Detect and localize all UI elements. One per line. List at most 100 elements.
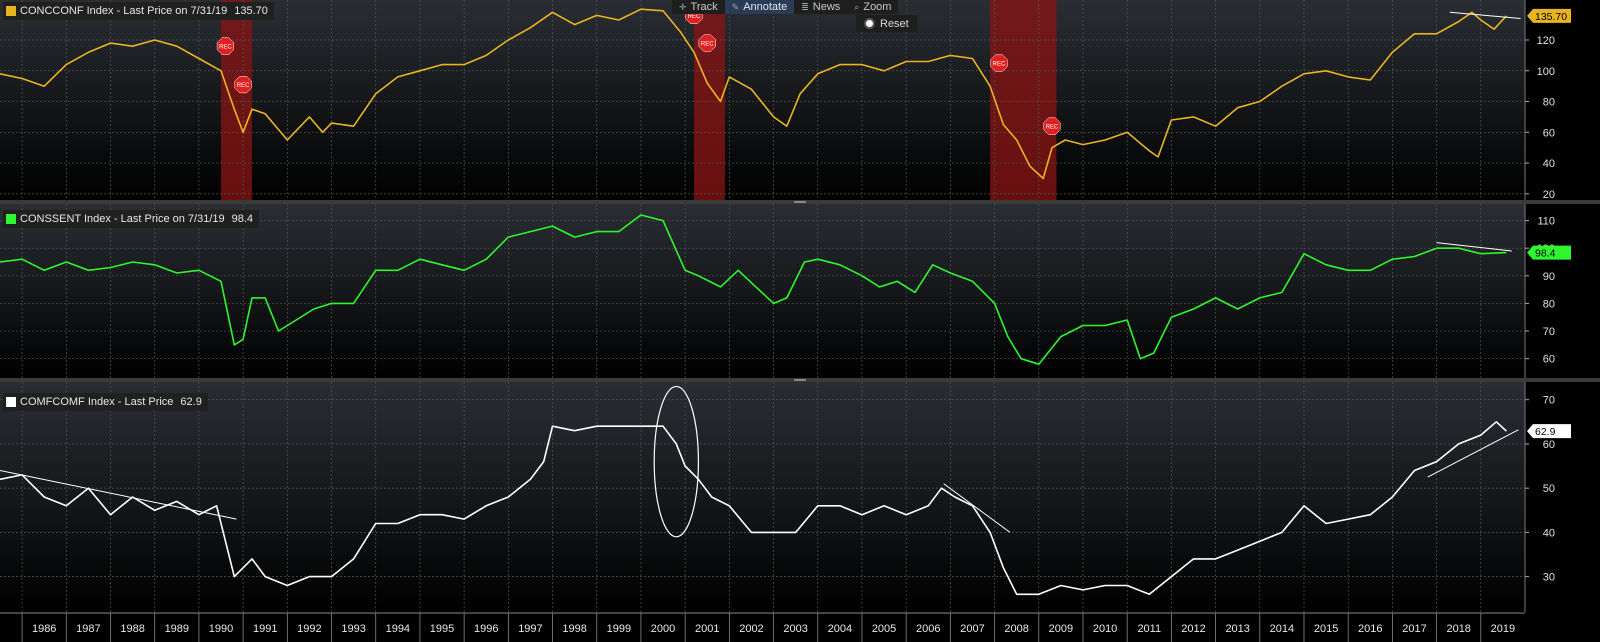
x-tick-label: 1987: [76, 623, 100, 635]
track-button[interactable]: ✛ Track: [672, 0, 725, 14]
x-tick-label: 2013: [1225, 623, 1249, 635]
y-tick-label: 120: [1537, 35, 1555, 47]
x-tick-label: 2008: [1004, 623, 1028, 635]
reset-button[interactable]: Reset: [856, 15, 917, 32]
y-tick-label: 80: [1543, 298, 1555, 310]
x-tick-label: 2001: [695, 623, 719, 635]
recession-marker-label: REC: [688, 14, 701, 20]
recession-marker-label: REC: [701, 42, 714, 48]
trendline: [943, 483, 1011, 533]
x-tick-label: 2000: [651, 623, 675, 635]
crosshair-icon: ✛: [679, 1, 687, 12]
reset-icon: [864, 18, 875, 29]
plot-background: [0, 382, 1525, 612]
news-icon: ≣: [801, 1, 809, 12]
x-tick-label: 1995: [430, 623, 454, 635]
stop-sign-icon: [698, 34, 716, 52]
annotation-ellipse: [653, 385, 700, 538]
pencil-icon: ✎: [731, 1, 740, 12]
y-tick-label: 70: [1543, 395, 1555, 407]
x-tick-label: 2009: [1049, 623, 1073, 635]
x-tick-label: 2015: [1314, 623, 1338, 635]
legend-conssent: CONSSENT Index - Last Price on 7/31/19 98…: [3, 210, 260, 228]
divider-handle: [794, 379, 806, 381]
y-tick-label: 20: [1543, 189, 1555, 201]
plot-background: [0, 204, 1525, 378]
recession-marker: REC: [698, 34, 716, 52]
x-tick-label: 1986: [32, 623, 56, 635]
x-tick-label: 1998: [562, 623, 586, 635]
x-tick-label: 1989: [165, 623, 189, 635]
x-axis-background: [0, 612, 1600, 642]
chart-panel-conssent: 6070809010011098.4: [0, 204, 1600, 382]
x-tick-label: 1991: [253, 623, 277, 635]
legend-swatch: [6, 397, 16, 407]
y-tick-label: 30: [1543, 572, 1555, 584]
legend-swatch: [6, 6, 16, 16]
y-tick-label: 60: [1543, 439, 1555, 451]
x-tick-label: 1990: [209, 623, 233, 635]
y-tick-label: 60: [1543, 354, 1555, 366]
last-value-label: 62.9: [1535, 426, 1556, 438]
stop-sign-icon: [234, 76, 252, 94]
stop-sign-icon: [1043, 117, 1061, 135]
legend-swatch: [6, 214, 16, 224]
x-tick-label: 1993: [341, 623, 365, 635]
recession-marker: REC: [234, 76, 252, 94]
trendline: [1449, 11, 1521, 19]
trendline: [1427, 429, 1519, 478]
x-tick-label: 1999: [607, 623, 631, 635]
y-tick-label: 50: [1543, 483, 1555, 495]
recession-marker-label: REC: [237, 83, 250, 89]
series-line-comfconf: [0, 420, 1507, 596]
x-tick-label: 2019: [1491, 623, 1515, 635]
chart-panel-comfconf: 30 40 50 60 70 62.9: [0, 382, 1600, 612]
x-tick-label: 1994: [386, 623, 410, 635]
last-value-tag: [1527, 424, 1571, 439]
recession-band: [990, 0, 1057, 200]
legend-concconf: CONCCONF Index - Last Price on 7/31/19 13…: [3, 2, 274, 20]
recession-marker-label: REC: [219, 45, 232, 51]
series-line-concconf: [0, 8, 1507, 180]
x-tick-label: 2007: [960, 623, 984, 635]
y-axis-background: [1525, 382, 1600, 612]
x-tick-label: 2006: [916, 623, 940, 635]
x-tick-label: 2014: [1270, 623, 1294, 635]
recession-marker: REC: [1043, 117, 1061, 135]
news-button[interactable]: ≣ News: [794, 0, 848, 14]
last-value-label: 135.70: [1535, 11, 1567, 23]
x-tick-label: 2011: [1137, 623, 1161, 635]
divider-handle: [794, 201, 806, 203]
series-line-conssent: [0, 214, 1507, 366]
x-tick-label: 2016: [1358, 623, 1382, 635]
chart-panel-concconf: 20 40 60 80 100 120 REC REC REC REC REC REC 135.70: [0, 0, 1600, 204]
y-tick-label: 80: [1543, 97, 1555, 109]
y-tick-label: 90: [1543, 271, 1555, 283]
x-tick-label: 1988: [120, 623, 144, 635]
x-tick-label: 2012: [1181, 623, 1205, 635]
recession-marker-label: REC: [993, 62, 1006, 68]
x-tick-label: 1996: [474, 623, 498, 635]
y-axis-background: [1525, 204, 1600, 378]
x-tick-label: 1997: [518, 623, 542, 635]
trendline: [1436, 242, 1512, 252]
annotate-button[interactable]: ✎ Annotate: [724, 0, 795, 14]
recession-marker: REC: [216, 37, 234, 55]
magnifier-icon: ⌕: [854, 1, 860, 12]
x-tick-label: 2017: [1402, 623, 1426, 635]
zoom-button[interactable]: ⌕ Zoom: [847, 0, 899, 14]
stop-sign-icon: [216, 37, 234, 55]
plot-background: [0, 0, 1525, 200]
trendline: [0, 469, 237, 520]
last-value-label: 98.4: [1535, 248, 1556, 260]
x-tick-label: 2002: [739, 623, 763, 635]
x-axis: 1986 1987 1988 1989 1990 1991 1992 1993 1994 1995…: [0, 612, 1600, 642]
y-tick-label: 60: [1543, 127, 1555, 139]
last-value-tag: [1527, 8, 1571, 23]
y-tick-label: 40: [1543, 527, 1555, 539]
y-tick-label: 40: [1543, 158, 1555, 170]
recession-band: [221, 0, 252, 200]
x-tick-label: 2004: [828, 623, 852, 635]
y-tick-label: 100: [1537, 66, 1555, 78]
